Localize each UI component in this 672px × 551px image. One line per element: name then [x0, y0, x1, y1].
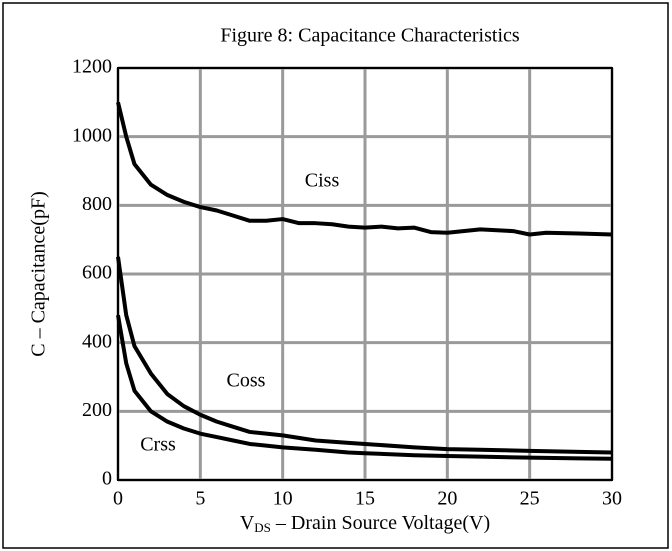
x-tick-label: 25 — [520, 488, 540, 510]
x-axis-label: VDS – Drain Source Voltage(V) — [240, 512, 490, 535]
series-line — [116, 314, 613, 461]
y-axis-label: C – Capacitance(pF) — [28, 191, 50, 357]
annotation: Crss — [140, 434, 176, 456]
y-tick-label: 200 — [82, 399, 112, 421]
y-tick-label: 400 — [82, 330, 112, 352]
y-tick-label: 800 — [82, 193, 112, 215]
x-tick-label: 15 — [355, 488, 375, 510]
series-line — [116, 101, 613, 237]
x-label-main: V — [240, 512, 255, 534]
series-line — [116, 256, 613, 455]
x-tick-label: 20 — [437, 488, 457, 510]
chart-title: Figure 8: Capacitance Characteristics — [220, 25, 520, 47]
x-label-rest: – Drain Source Voltage(V) — [271, 512, 490, 534]
x-tick-label: 10 — [273, 488, 293, 510]
plot-border — [117, 67, 613, 481]
x-tick-label: 5 — [195, 488, 205, 510]
x-label-sub: DS — [254, 520, 271, 535]
plot: 0 5 10 15 20 25 30 0 200 400 600 800 1000 1200 — [72, 56, 622, 510]
y-tick-label: 1200 — [72, 56, 112, 78]
y-tick-label: 0 — [102, 468, 112, 490]
y-tick-label: 1000 — [72, 124, 112, 146]
y-tick-label: 600 — [82, 262, 112, 284]
x-tick-label: 0 — [113, 488, 123, 510]
annotation: Ciss — [305, 170, 340, 192]
annotation: Coss — [227, 370, 266, 392]
x-tick-label: 30 — [602, 488, 622, 510]
